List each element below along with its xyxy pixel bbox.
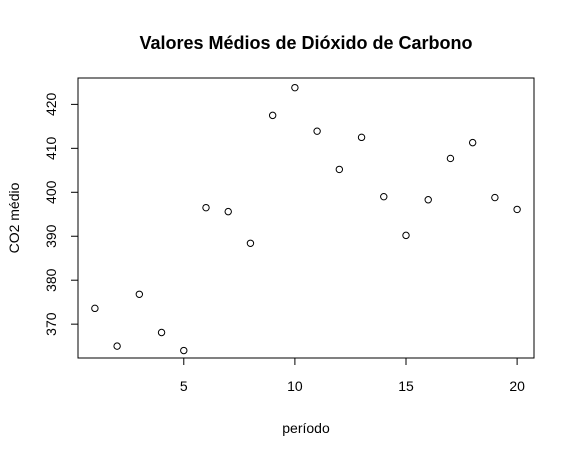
data-point <box>402 231 410 240</box>
data-point <box>268 111 277 120</box>
x-tick-label: 5 <box>180 378 188 394</box>
data-point <box>513 205 521 214</box>
data-point <box>468 138 477 147</box>
data-point <box>335 165 344 174</box>
data-point <box>202 203 210 212</box>
data-point <box>91 304 99 313</box>
x-tick-label: 15 <box>398 378 414 394</box>
y-axis-label: CO2 médio <box>6 182 22 253</box>
x-axis: 5 10 15 20 <box>180 357 525 394</box>
y-tick-label: 400 <box>43 180 59 204</box>
plot-frame <box>77 77 535 359</box>
data-points <box>91 83 521 355</box>
data-point <box>424 196 432 204</box>
y-tick-label: 410 <box>43 136 59 160</box>
data-point <box>113 342 121 350</box>
data-point <box>380 192 388 201</box>
data-point <box>491 193 499 202</box>
data-point <box>446 154 455 163</box>
chart-title: Valores Médios de Dióxido de Carbono <box>139 33 472 53</box>
y-tick-label: 390 <box>43 224 59 248</box>
x-tick-label: 10 <box>287 378 303 394</box>
data-point <box>246 239 255 247</box>
y-tick-label: 380 <box>43 268 59 292</box>
data-point <box>291 83 299 92</box>
y-tick-label: 370 <box>43 312 59 336</box>
x-axis-label: período <box>282 420 330 436</box>
y-tick-label: 420 <box>43 92 59 116</box>
y-axis: 370 380 390 400 410 420 <box>43 92 79 336</box>
data-point <box>135 290 144 298</box>
data-point <box>357 133 366 142</box>
data-point <box>180 346 188 355</box>
data-point <box>224 207 232 216</box>
data-point <box>157 328 166 337</box>
data-point <box>313 127 321 135</box>
x-tick-label: 20 <box>509 378 525 394</box>
